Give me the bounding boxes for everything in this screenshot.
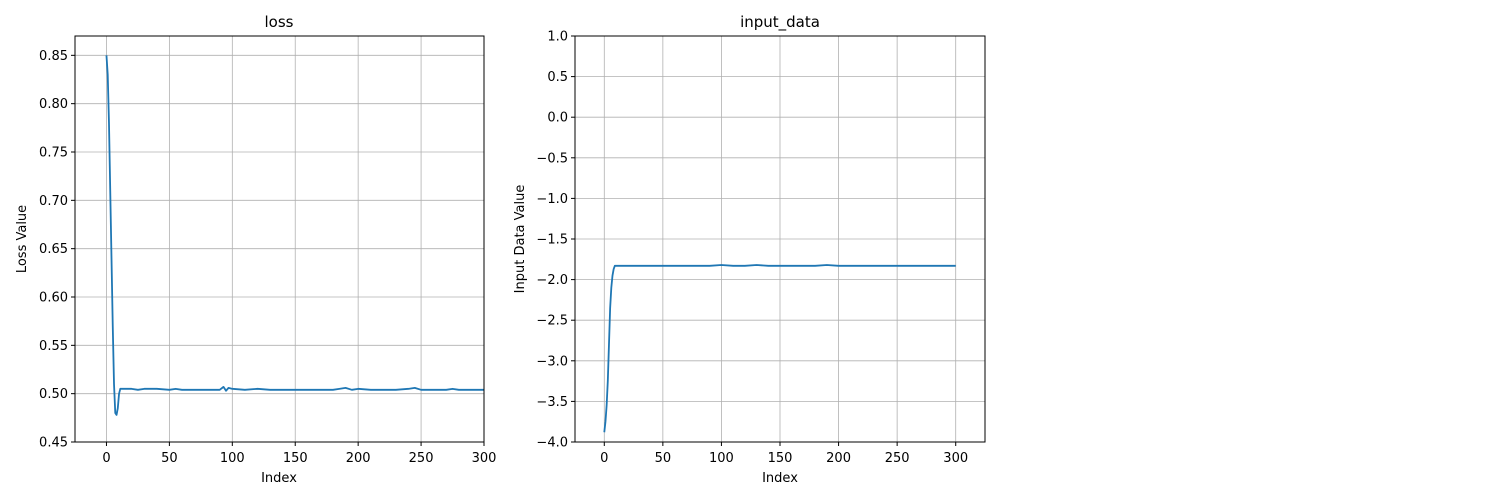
x-axis-label: Index [762, 471, 798, 486]
series-line [105, 55, 484, 416]
x-tick-label: 200 [346, 451, 371, 466]
x-tick-label: 150 [283, 451, 308, 466]
y-tick-label: −0.5 [536, 151, 568, 166]
x-tick-label: 50 [161, 451, 178, 466]
grid [75, 36, 485, 443]
y-tick-label: −1.5 [536, 233, 568, 248]
y-tick-label: 0.85 [39, 49, 68, 64]
y-tick-label: −2.5 [536, 314, 568, 329]
series-line-group [105, 55, 484, 416]
y-tick-label: 0.50 [39, 387, 68, 402]
x-axis-ticks: 0 50 100 150 200 250 300 [600, 442, 968, 466]
series-line [603, 264, 956, 433]
y-axis-ticks: 0.45 0.50 0.55 0.60 0.65 0.70 0.75 0.80 0.85 [39, 49, 75, 451]
y-tick-label: 0.45 [39, 436, 68, 451]
input-data-chart: input_data 0 50 100 150 200 250 300 −4.0 −3.5 −3… [513, 13, 986, 486]
y-tick-label: 0.0 [547, 111, 568, 126]
y-tick-label: −3.0 [536, 354, 568, 369]
y-axis-ticks: −4.0 −3.5 −3.0 −2.5 −2.0 −1.5 −1.0 −0.5 0.0 0.5 1.… [536, 30, 575, 451]
y-tick-label: 0.70 [39, 194, 68, 209]
x-tick-label: 200 [826, 451, 851, 466]
y-tick-label: 0.5 [547, 70, 568, 85]
y-tick-label: −2.0 [536, 273, 568, 288]
y-tick-label: −1.0 [536, 192, 568, 207]
x-tick-label: 300 [943, 451, 968, 466]
y-tick-label: 0.75 [39, 146, 68, 161]
y-tick-label: 0.65 [39, 242, 68, 257]
grid [575, 35, 985, 443]
y-tick-label: 0.55 [39, 339, 68, 354]
x-tick-label: 300 [472, 451, 497, 466]
x-tick-label: 0 [600, 451, 608, 466]
x-tick-label: 250 [885, 451, 910, 466]
y-axis-label: Loss Value [15, 205, 30, 273]
y-tick-label: 0.60 [39, 291, 68, 306]
x-tick-label: 50 [655, 451, 672, 466]
x-tick-label: 250 [409, 451, 434, 466]
x-tick-label: 100 [220, 451, 245, 466]
chart-title: input_data [740, 13, 820, 32]
y-tick-label: −4.0 [536, 436, 568, 451]
x-tick-label: 100 [709, 451, 734, 466]
y-axis-label: Input Data Value [513, 185, 528, 294]
y-tick-label: 0.80 [39, 97, 68, 112]
x-axis-ticks: 0 50 100 150 200 250 300 [102, 442, 496, 466]
y-tick-label: −3.5 [536, 395, 568, 410]
x-tick-label: 0 [102, 451, 110, 466]
chart-title: loss [265, 13, 294, 31]
loss-chart: loss 0 50 100 150 200 250 300 0.45 0.50 0.55 0.60… [15, 13, 496, 486]
y-tick-label: 1.0 [547, 30, 568, 45]
series-line-group [603, 264, 956, 433]
x-axis-label: Index [261, 471, 297, 486]
x-tick-label: 150 [768, 451, 793, 466]
plot-frame [74, 35, 485, 443]
